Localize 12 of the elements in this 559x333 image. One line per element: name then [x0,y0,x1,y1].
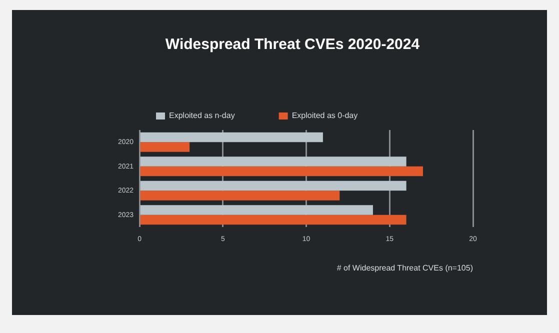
legend-label: Exploited as 0-day [292,111,358,120]
bar [140,180,406,191]
bar [140,142,190,152]
bar [140,156,406,166]
x-axis-title: # of Widespread Threat CVEs (n=105) [336,263,474,272]
bar [140,205,373,215]
legend-label: Exploited as n-day [169,111,235,120]
bar [140,214,406,225]
bar [140,190,340,200]
chart-title: Widespread Threat CVEs 2020-2024 [165,36,420,54]
bar [140,132,323,142]
bar [140,166,423,176]
